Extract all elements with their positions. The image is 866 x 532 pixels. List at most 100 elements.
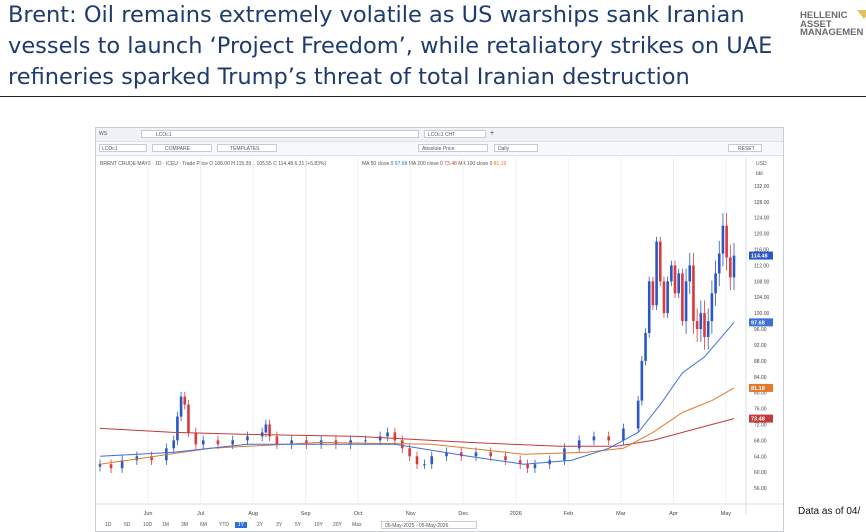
candle-body (216, 440, 220, 445)
y-tick-label: 72.00 (754, 422, 767, 428)
templates-label: TEMPLATES (230, 146, 260, 152)
period-button-3y[interactable]: 3Y (276, 522, 283, 528)
candle-body (120, 460, 124, 469)
reset-label: RESET (738, 146, 755, 152)
compare-button[interactable]: COMPARE (152, 144, 212, 152)
instrument-legend: BRENT CRUDE MAY6 · 1D · ICEU · Trade Pri… (100, 161, 327, 167)
candle-body (264, 424, 268, 433)
candle-body (526, 464, 529, 469)
candle-body (109, 464, 113, 469)
candle-body (563, 448, 566, 461)
period-button-1m[interactable]: 1M (162, 522, 169, 528)
candle-body (349, 440, 352, 445)
candle-body (275, 436, 279, 445)
title-divider (0, 96, 866, 97)
y-tick-label: 112.00 (754, 263, 769, 269)
interval-select[interactable]: Daily (494, 144, 538, 152)
period-button-1y[interactable]: 1Y (235, 522, 248, 528)
period-button-5y[interactable]: 5Y (295, 522, 302, 528)
candle-body (699, 313, 703, 330)
templates-button[interactable]: TEMPLATES (217, 144, 277, 152)
candle-body (459, 452, 463, 457)
candle-body (703, 313, 706, 337)
period-button-10d[interactable]: 10D (143, 522, 153, 528)
ma50-line (99, 322, 735, 465)
x-tick-label: Jun (144, 511, 153, 517)
candle-body (172, 440, 176, 449)
candle-body (378, 436, 382, 441)
candle-body (194, 432, 198, 445)
x-tick-label: May (721, 511, 732, 517)
candle-body (246, 436, 249, 441)
terminal-chart-window: WS LCOc1 LCOc1 CHT + LCOc1 COMPARE TEMPL… (95, 127, 784, 532)
candle-body (423, 464, 426, 466)
candle-body (489, 452, 493, 457)
x-tick-label: 2026 (510, 511, 522, 517)
candle-body (592, 436, 596, 441)
candle-body (364, 440, 367, 442)
x-tick-label: Nov (406, 511, 416, 517)
period-button-1d[interactable]: 1D (105, 522, 112, 528)
candle-body (714, 273, 717, 294)
candle-body (710, 293, 714, 322)
candle-body (717, 253, 721, 274)
x-tick-label: Mar (616, 511, 626, 517)
ma50-last-badge (749, 318, 773, 327)
ma-legend: MA 50 close 0 97.68 MA 200 close 0 73.48… (362, 161, 506, 167)
ma200-legend-text: MA 200 close 0 (408, 161, 443, 167)
ma100-legend-text: MA 100 close 0 (458, 161, 493, 167)
candle-body (622, 428, 625, 441)
add-tab-icon[interactable]: + (490, 130, 495, 137)
candle-body (268, 424, 271, 437)
date-range-field[interactable]: 05-May-2025 - 05-May-2026 (381, 521, 477, 529)
ticker-field-value: LCOc1 (156, 132, 172, 138)
candle-body (729, 257, 732, 278)
ma200-last-badge (749, 414, 773, 423)
candle-body (135, 456, 139, 461)
price-last-badge (749, 251, 773, 260)
y-tick-label: 56.00 (754, 486, 767, 492)
period-button-3m[interactable]: 3M (181, 522, 188, 528)
y-tick-label: 60.00 (754, 470, 767, 476)
y-tick-label: 128.00 (754, 200, 770, 206)
candle-body (732, 255, 736, 278)
period-button-10y[interactable]: 10Y (314, 522, 323, 528)
chart-name-field[interactable]: LCOc1 CHT (424, 130, 486, 138)
logo-mark-icon (857, 10, 866, 19)
candle-body (721, 225, 725, 254)
compare-label: COMPARE (165, 146, 190, 152)
ric-value: LCOc1 (102, 146, 118, 152)
period-button-5d[interactable]: 5D (124, 522, 131, 528)
terminal-top-bar: WS LCOc1 LCOc1 CHT + (96, 128, 783, 142)
ma50-legend-value: 97.68 (394, 161, 408, 167)
candle-body (677, 273, 681, 294)
candle-body (393, 432, 397, 441)
period-button-2y[interactable]: 2Y (257, 522, 264, 528)
period-button-max[interactable]: Max (352, 522, 362, 528)
ticker-search-input[interactable]: LCOc1 (141, 130, 419, 138)
x-tick-label: Feb (564, 511, 573, 517)
candle-body (386, 432, 389, 437)
period-button-6m[interactable]: 6M (200, 522, 207, 528)
x-tick-label: Jul (197, 511, 204, 517)
y-tick-label: 104.00 (754, 295, 770, 301)
price-chart: Jun Jul Aug Sep Oct Nov Dec 2026 Feb Mar Apr May 56.… (96, 158, 783, 517)
price-type-select[interactable]: Absolute Price (418, 144, 488, 152)
y-tick-label: 120.00 (754, 232, 770, 238)
candle-body (670, 265, 673, 282)
x-tick-label: Oct (354, 511, 363, 517)
candle-body (150, 456, 153, 461)
ma50-legend-text: MA 50 close 0 (362, 161, 394, 167)
chart-toolbar: LCOc1 COMPARE TEMPLATES Absolute Price D… (96, 142, 783, 156)
reset-button[interactable]: RESET (728, 144, 762, 152)
candle-body (201, 440, 205, 445)
candle-body (688, 265, 692, 282)
ric-input[interactable]: LCOc1 (99, 144, 147, 152)
candle-body (183, 396, 187, 405)
period-button-20y[interactable]: 20Y (333, 522, 342, 528)
candle-body (305, 440, 308, 445)
period-button-ytd[interactable]: YTD (219, 522, 229, 528)
chart-name-value: LCOc1 CHT (428, 132, 456, 138)
candle-body (692, 265, 695, 322)
logo-line-3: MANAGEMEN (800, 27, 864, 38)
